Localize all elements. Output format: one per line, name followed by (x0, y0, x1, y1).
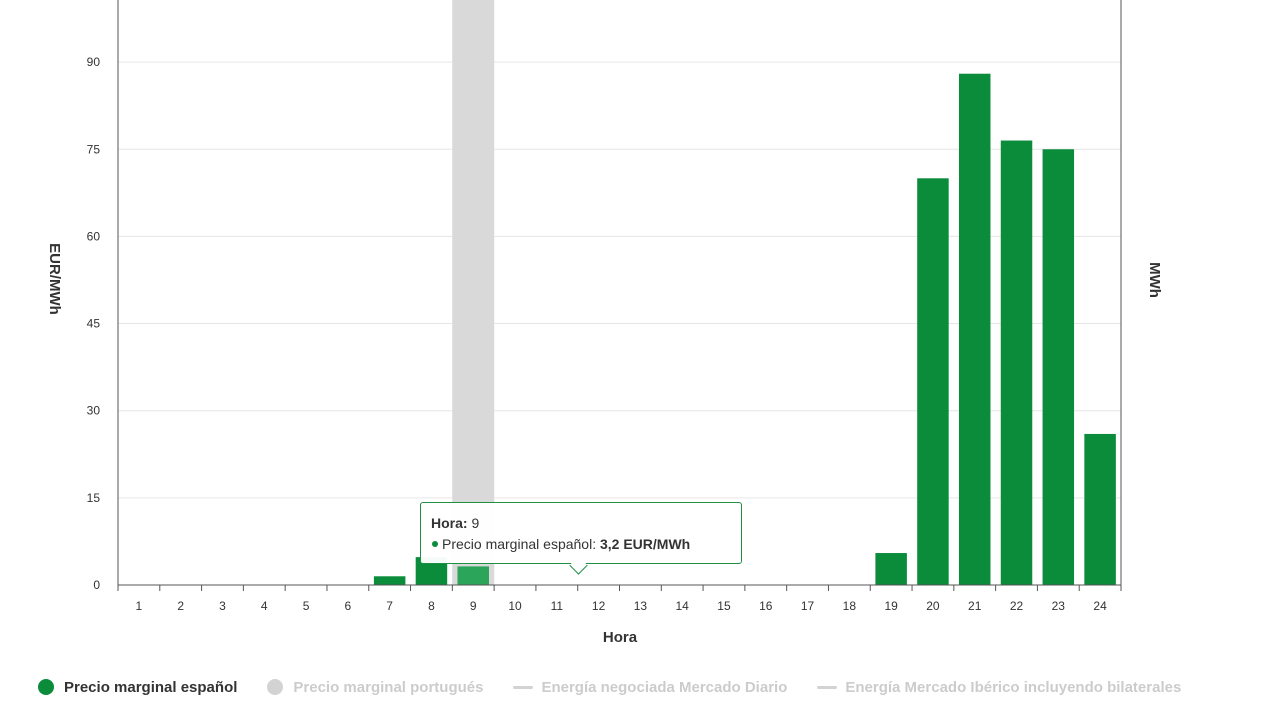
x-tick-label: 21 (968, 599, 982, 613)
legend: Precio marginal español Precio marginal p… (38, 676, 1211, 698)
bar-hora-7[interactable] (373, 576, 406, 585)
bar-hora-20[interactable] (917, 178, 949, 586)
legend-label: Precio marginal español (64, 678, 238, 696)
legend-line-icon (817, 685, 838, 689)
hover-highlight-band (452, 0, 495, 585)
x-tick-label: 4 (261, 599, 268, 613)
bar-hora-24[interactable] (1084, 433, 1116, 585)
bar-hora-9[interactable] (457, 566, 489, 585)
y-tick-label: 30 (87, 404, 101, 418)
x-tick-label: 11 (551, 599, 564, 613)
x-tick-label: 12 (592, 599, 606, 613)
x-tick-label: 23 (1052, 599, 1066, 613)
tooltip-hour-label: Hora: (431, 515, 468, 531)
legend-item[interactable]: Precio marginal español (38, 679, 237, 696)
x-tick-label: 19 (884, 599, 898, 613)
legend-dot-icon (267, 679, 284, 695)
x-tick-label: 13 (634, 599, 648, 613)
x-tick-label: 18 (843, 599, 857, 613)
legend-item[interactable]: Precio marginal portugués (267, 679, 483, 696)
legend-label: Energía Mercado Ibérico incluyendo bilat… (845, 678, 1182, 696)
x-tick-label: 15 (717, 599, 731, 613)
bar-hora-21[interactable] (958, 73, 991, 585)
x-tick-label: 10 (508, 599, 522, 613)
legend-dot-icon (38, 679, 54, 695)
legend-label: Energía negociada Mercado Diario (541, 678, 788, 696)
x-tick-label: 24 (1093, 599, 1107, 613)
legend-item[interactable]: Energía Mercado Ibérico incluyendo bilat… (817, 679, 1181, 696)
legend-item[interactable]: Energía negociada Mercado Diario (513, 679, 787, 696)
tooltip-series-row: Precio marginal español: 3,2 EUR/MWh (431, 534, 731, 555)
x-tick-label: 16 (759, 599, 773, 613)
y-tick-label: 15 (87, 491, 101, 505)
y-tick-label: 75 (87, 142, 101, 156)
legend-line-icon (513, 685, 534, 689)
y-axis-title: EUR/MWh (46, 243, 63, 315)
bar-hora-22[interactable] (1000, 140, 1033, 585)
x-tick-label: 5 (303, 599, 310, 613)
y-axis-title-right: MWh (1146, 262, 1163, 298)
x-tick-label: 7 (386, 599, 393, 613)
tooltip-hour-value: 9 (471, 515, 480, 531)
bar-hora-23[interactable] (1042, 149, 1075, 585)
x-tick-label: 20 (926, 599, 940, 613)
tooltip-series-dot-icon (432, 541, 438, 548)
x-tick-label: 17 (801, 599, 815, 613)
y-tick-label: 90 (87, 55, 101, 69)
x-tick-label: 3 (219, 599, 226, 613)
tooltip-hour-row: Hora: 9 (431, 513, 731, 534)
y-tick-label: 60 (87, 229, 101, 243)
x-ticks: 1 2 3 4 5 6 7 8 9 10 11 12 13 14 15 16 17 18 19 20 21 22 23 24 (117, 585, 1122, 613)
tooltip-series-label: Precio marginal español: (442, 536, 597, 552)
bar-hora-19[interactable] (875, 553, 907, 585)
y-tick-label: 0 (93, 578, 100, 592)
tooltip: Hora: 9 Precio marginal español: 3,2 EUR… (420, 502, 742, 575)
x-tick-label: 14 (676, 599, 690, 613)
x-tick-label: 6 (345, 599, 352, 613)
tooltip-series-value: 3,2 EUR/MWh (599, 536, 691, 552)
x-tick-label: 9 (470, 599, 477, 613)
bars (373, 73, 1116, 586)
legend-label: Precio marginal portugués (293, 678, 484, 696)
x-tick-label: 8 (428, 599, 435, 613)
x-axis-title: Hora (603, 629, 638, 646)
y-tick-labels: 0 15 30 45 60 75 90 (87, 55, 101, 592)
x-tick-label: 2 (177, 599, 184, 613)
gridlines (118, 61, 1121, 499)
y-tick-label: 45 (87, 317, 101, 331)
x-tick-label: 1 (136, 599, 143, 613)
x-tick-label: 22 (1010, 599, 1024, 613)
